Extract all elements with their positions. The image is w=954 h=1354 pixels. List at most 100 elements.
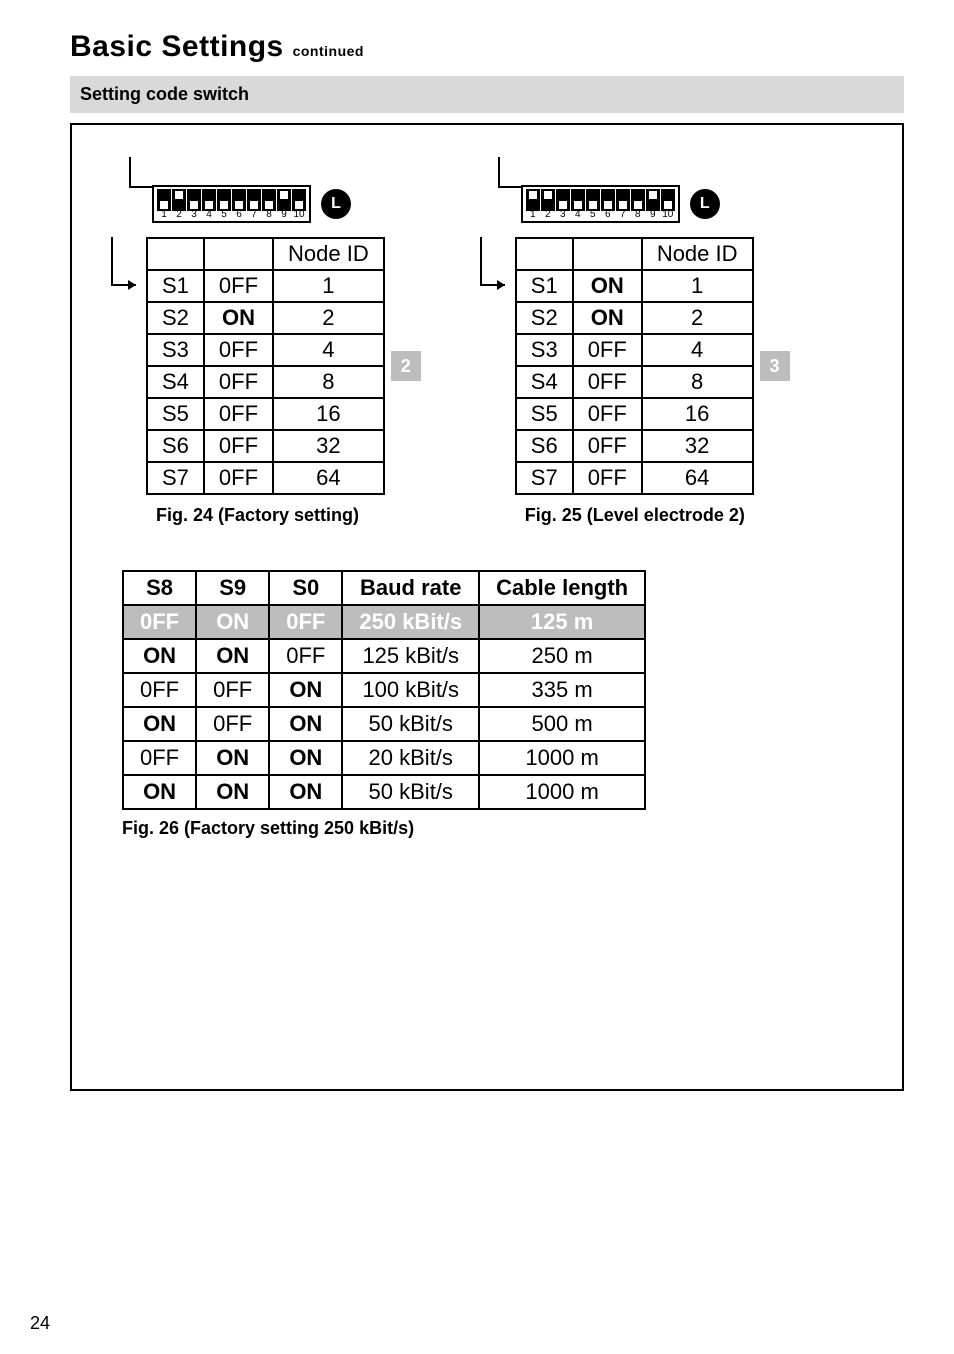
table-row: ON0FFON50 kBit/s500 m [123,707,645,741]
table-row: S50FF16 [516,398,753,430]
node-id-header: Node ID [642,238,753,270]
left-block: ON 12345678910 L [102,185,421,526]
dip-switch-position [247,189,261,211]
table-cell: 4 [642,334,753,366]
node-table-left: Node ID S10FF1S2ON2S30FF4S40FF8S50FF16S6… [146,237,385,495]
table-cell: 0FF [204,334,273,366]
table-cell: ON [204,302,273,334]
page-title: Basic Settings continued [70,30,904,64]
dip-number: 1 [526,210,540,220]
title-text: Basic Settings [70,30,284,63]
dip-number: 3 [556,210,570,220]
table-cell: 0FF [204,270,273,302]
dip-switch-position [541,189,555,211]
dip-switch-left: ON 12345678910 L [152,185,351,223]
badge-right: 3 [760,351,790,381]
table-row: S30FF4 [147,334,384,366]
table-cell: 2 [642,302,753,334]
table-cell: 50 kBit/s [342,775,479,809]
table-cell: 1 [273,270,384,302]
table-cell: S2 [147,302,204,334]
dip-switch-position [661,189,675,211]
table-row: S10FF1 [147,270,384,302]
table-cell: 2 [273,302,384,334]
table-cell: 0FF [204,366,273,398]
table-cell: 1 [642,270,753,302]
table-cell: 8 [273,366,384,398]
table-cell: 64 [642,462,753,494]
empty-header [204,238,273,270]
table-row: 0FFON0FF250 kBit/s125 m [123,605,645,639]
right-block: ON 12345678910 L [471,185,790,526]
dip-switch-position [292,189,306,211]
arrow-elbow-icon [102,237,146,293]
table-cell: 0FF [573,334,642,366]
section-subhead: Setting code switch [70,76,904,113]
dip-switch-position [571,189,585,211]
table-cell: S6 [516,430,573,462]
table-cell: S4 [516,366,573,398]
table-cell: ON [196,639,269,673]
table-cell: 16 [642,398,753,430]
dip-switch-position [556,189,570,211]
page-number: 24 [30,1313,50,1334]
table-cell: 50 kBit/s [342,707,479,741]
table-cell: 0FF [573,398,642,430]
table-cell: 0FF [123,741,196,775]
table-cell: ON [573,302,642,334]
fig25-caption: Fig. 25 (Level electrode 2) [525,505,745,526]
table-cell: 0FF [196,673,269,707]
table-cell: 0FF [573,462,642,494]
baud-table: S8S9S0Baud rateCable length 0FFON0FF250 … [122,570,646,810]
dip-switch-position [217,189,231,211]
table-row: S70FF64 [516,462,753,494]
dip-number: 9 [646,210,660,220]
table-row: S60FF32 [147,430,384,462]
dip-number: 6 [601,210,615,220]
dip-switch-position [202,189,216,211]
table-row: S40FF8 [516,366,753,398]
dip-graphic: ON 12345678910 [521,185,680,223]
table-cell: 0FF [269,605,342,639]
table-row: ONONON50 kBit/s1000 m [123,775,645,809]
dip-switch-position [631,189,645,211]
table-cell: S3 [516,334,573,366]
table-cell: S5 [516,398,573,430]
table-cell: 32 [642,430,753,462]
table-cell: ON [123,639,196,673]
empty-header [516,238,573,270]
table-row: S2ON2 [516,302,753,334]
table-cell: S1 [516,270,573,302]
table-cell: 335 m [479,673,645,707]
table-row: S1ON1 [516,270,753,302]
table-cell: 0FF [204,462,273,494]
table-cell: ON [269,741,342,775]
table-cell: S7 [516,462,573,494]
table-cell: 0FF [269,639,342,673]
fig24-caption: Fig. 24 (Factory setting) [156,505,359,526]
table-cell: 0FF [573,430,642,462]
dip-switch-position [157,189,171,211]
dip-number: 8 [631,210,645,220]
circle-label: L [690,189,720,219]
table-cell: S5 [147,398,204,430]
table-cell: 32 [273,430,384,462]
table-cell: ON [573,270,642,302]
table-cell: ON [196,741,269,775]
table-cell: 8 [642,366,753,398]
dip-switch-position [262,189,276,211]
table-cell: 0FF [204,430,273,462]
dip-graphic: ON 12345678910 [152,185,311,223]
dip-switch-position [277,189,291,211]
table-cell: S1 [147,270,204,302]
dip-number: 7 [616,210,630,220]
table-row: S2ON2 [147,302,384,334]
circle-label: L [321,189,351,219]
dip-number: 2 [172,210,186,220]
column-header: S8 [123,571,196,605]
dip-number: 10 [661,210,675,220]
dip-switch-position [172,189,186,211]
table-cell: 4 [273,334,384,366]
table-cell: 0FF [204,398,273,430]
dip-number: 2 [541,210,555,220]
